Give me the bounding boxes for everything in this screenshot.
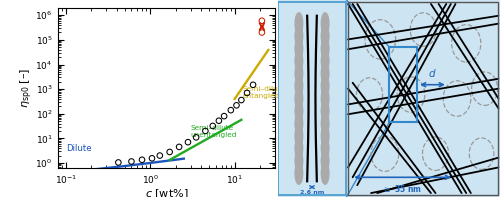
Circle shape bbox=[295, 125, 302, 147]
Circle shape bbox=[295, 150, 302, 172]
Point bbox=[220, 114, 228, 118]
Circle shape bbox=[322, 150, 329, 172]
Point bbox=[166, 150, 173, 153]
Point bbox=[243, 91, 251, 95]
Circle shape bbox=[295, 138, 302, 159]
Circle shape bbox=[322, 38, 329, 59]
Circle shape bbox=[322, 50, 329, 72]
Circle shape bbox=[295, 13, 302, 34]
Circle shape bbox=[295, 113, 302, 134]
Point bbox=[128, 160, 136, 163]
Bar bbox=[390, 47, 417, 122]
Point bbox=[249, 83, 257, 86]
Circle shape bbox=[295, 88, 302, 109]
Point bbox=[184, 141, 192, 144]
Circle shape bbox=[295, 75, 302, 97]
Text: Dilute: Dilute bbox=[66, 144, 92, 153]
Point bbox=[258, 19, 266, 22]
Circle shape bbox=[322, 113, 329, 134]
Circle shape bbox=[322, 13, 329, 34]
X-axis label: $c$ [wt%]: $c$ [wt%] bbox=[144, 187, 188, 197]
Circle shape bbox=[295, 100, 302, 122]
Point bbox=[258, 31, 266, 34]
Point bbox=[175, 145, 183, 149]
Y-axis label: $\eta_{\mathrm{sp0}}$ [–]: $\eta_{\mathrm{sp0}}$ [–] bbox=[19, 68, 36, 108]
Point bbox=[156, 154, 164, 157]
Circle shape bbox=[295, 50, 302, 72]
Point bbox=[148, 157, 156, 160]
Point bbox=[232, 104, 240, 107]
Circle shape bbox=[322, 25, 329, 47]
Circle shape bbox=[295, 25, 302, 47]
Text: Semi–dilute
entangled: Semi–dilute entangled bbox=[243, 86, 286, 99]
Text: Semi–dilute
unentangled: Semi–dilute unentangled bbox=[190, 125, 237, 138]
Point bbox=[208, 124, 216, 127]
Circle shape bbox=[295, 63, 302, 84]
Circle shape bbox=[322, 63, 329, 84]
Text: $d$: $d$ bbox=[428, 67, 437, 79]
Circle shape bbox=[322, 100, 329, 122]
Point bbox=[202, 129, 209, 133]
Point bbox=[192, 136, 200, 139]
Point bbox=[138, 158, 146, 161]
Circle shape bbox=[322, 125, 329, 147]
Circle shape bbox=[295, 38, 302, 59]
Circle shape bbox=[322, 75, 329, 97]
Point bbox=[238, 98, 246, 102]
Point bbox=[227, 109, 235, 112]
Text: $\geq$ 35 nm: $\geq$ 35 nm bbox=[382, 183, 422, 194]
Point bbox=[114, 161, 122, 164]
Circle shape bbox=[322, 138, 329, 159]
Point bbox=[215, 119, 223, 122]
Circle shape bbox=[322, 88, 329, 109]
Text: 2.6 nm: 2.6 nm bbox=[300, 190, 324, 195]
Circle shape bbox=[322, 163, 329, 184]
Circle shape bbox=[295, 163, 302, 184]
